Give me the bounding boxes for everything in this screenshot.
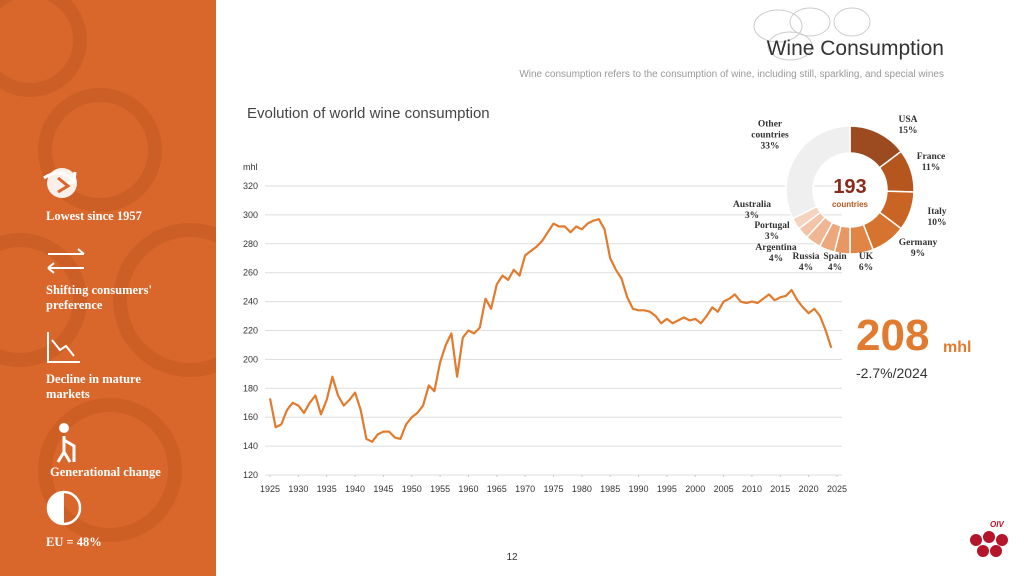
slice-label: Germany 9% (899, 238, 938, 260)
highlight-unit: mhl (943, 339, 971, 356)
slice-label: Australia 3% (733, 200, 771, 222)
x-tick-label: 2015 (770, 484, 790, 494)
x-tick-label: 2010 (742, 484, 762, 494)
slide-subtitle: Wine consumption refers to the consumpti… (519, 69, 944, 80)
logo-mark (970, 531, 1008, 557)
x-tick-label: 1925 (260, 484, 280, 494)
x-tick-label: 1935 (317, 484, 337, 494)
slice-label: Portugal 3% (754, 221, 789, 243)
x-tick-label: 1930 (288, 484, 308, 494)
slice-name: UK (858, 252, 874, 262)
highlight-value: 208 (856, 311, 929, 360)
slice-name: Spain (823, 252, 847, 262)
x-tick-label: 1970 (515, 484, 535, 494)
slice-value: 4% (827, 263, 843, 273)
donut-slice (785, 125, 851, 220)
slice-name: Portugal (754, 221, 790, 231)
sidebar-item: Generational change (50, 465, 161, 479)
slice-label: UK 6% (859, 252, 873, 274)
x-tick-label: 1955 (430, 484, 450, 494)
y-tick-label: 300 (243, 210, 258, 220)
x-tick-label: 1965 (487, 484, 507, 494)
slice-value: 11% (921, 163, 941, 173)
slice-label: Argentina 4% (755, 243, 796, 265)
slice-name: France (916, 152, 946, 162)
donut-center-label: countries (832, 200, 869, 209)
slice-value: 4% (798, 263, 814, 273)
slice-value: 3% (764, 232, 780, 242)
x-tick-label: 1940 (345, 484, 365, 494)
sidebar-item: Shifting consumers' preference (46, 283, 152, 312)
sidebar-decor (0, 0, 216, 542)
slice-value: 3% (744, 211, 760, 221)
y-tick-label: 180 (243, 383, 258, 393)
slice-name: Argentina (755, 243, 797, 253)
x-tick-label: 1995 (657, 484, 677, 494)
slice-label: France 11% (917, 152, 946, 174)
x-tick-label: 1975 (543, 484, 563, 494)
page-number: 12 (506, 552, 518, 563)
slice-name: Other countries (751, 119, 789, 141)
chart-title: Evolution of world wine consumption (247, 105, 490, 122)
slice-name: Italy (927, 207, 947, 217)
y-tick-label: 280 (243, 239, 258, 249)
slice-value: 4% (768, 254, 784, 264)
slice-label: Other countries 33% (745, 120, 795, 153)
slide-title: Wine Consumption (767, 37, 944, 60)
x-tick-label: 1985 (600, 484, 620, 494)
slice-label: Spain 4% (823, 252, 846, 274)
x-tick-label: 1950 (402, 484, 422, 494)
y-tick-label: 160 (243, 412, 258, 422)
y-tick-label: 320 (243, 181, 258, 191)
slice-name: Australia (733, 200, 771, 210)
slice-name: Russia (792, 252, 820, 262)
x-tick-label: 2025 (827, 484, 847, 494)
slice-value: 10% (927, 218, 947, 228)
line-series (268, 218, 833, 443)
y-tick-label: 120 (243, 470, 258, 480)
y-axis-label: mhl (243, 162, 258, 172)
y-tick-label: 220 (243, 326, 258, 336)
y-tick-label: 260 (243, 268, 258, 278)
header-decor (753, 7, 871, 61)
x-tick-label: 2005 (714, 484, 734, 494)
slice-label: USA 15% (898, 115, 917, 137)
sidebar-item: Lowest since 1957 (46, 209, 142, 223)
slice-label: Russia 4% (793, 252, 820, 274)
slice-value: 33% (760, 141, 780, 152)
slice-value: 9% (910, 249, 926, 259)
slice-name: Germany (898, 238, 938, 248)
x-tick-label: 1960 (458, 484, 478, 494)
y-tick-label: 200 (243, 354, 258, 364)
logo: OIV (990, 520, 1004, 529)
slice-name: USA (898, 115, 918, 125)
slice-value: 6% (858, 263, 874, 273)
sidebar-item: EU = 48% (46, 535, 102, 549)
sidebar: Lowest since 1957 Shifting consumers' pr… (0, 0, 216, 576)
highlight-change: -2.7%/2024 (856, 365, 928, 381)
slice-label: Italy 10% (928, 207, 947, 229)
x-tick-label: 2000 (685, 484, 705, 494)
slice-value: 15% (898, 126, 918, 136)
y-tick-label: 240 (243, 297, 258, 307)
y-tick-label: 140 (243, 441, 258, 451)
x-tick-label: 1945 (373, 484, 393, 494)
sidebar-item: Decline in mature markets (46, 372, 141, 401)
donut-center-value: 193 (833, 176, 866, 198)
x-tick-label: 1980 (572, 484, 592, 494)
x-tick-label: 2020 (799, 484, 819, 494)
x-tick-label: 1990 (629, 484, 649, 494)
